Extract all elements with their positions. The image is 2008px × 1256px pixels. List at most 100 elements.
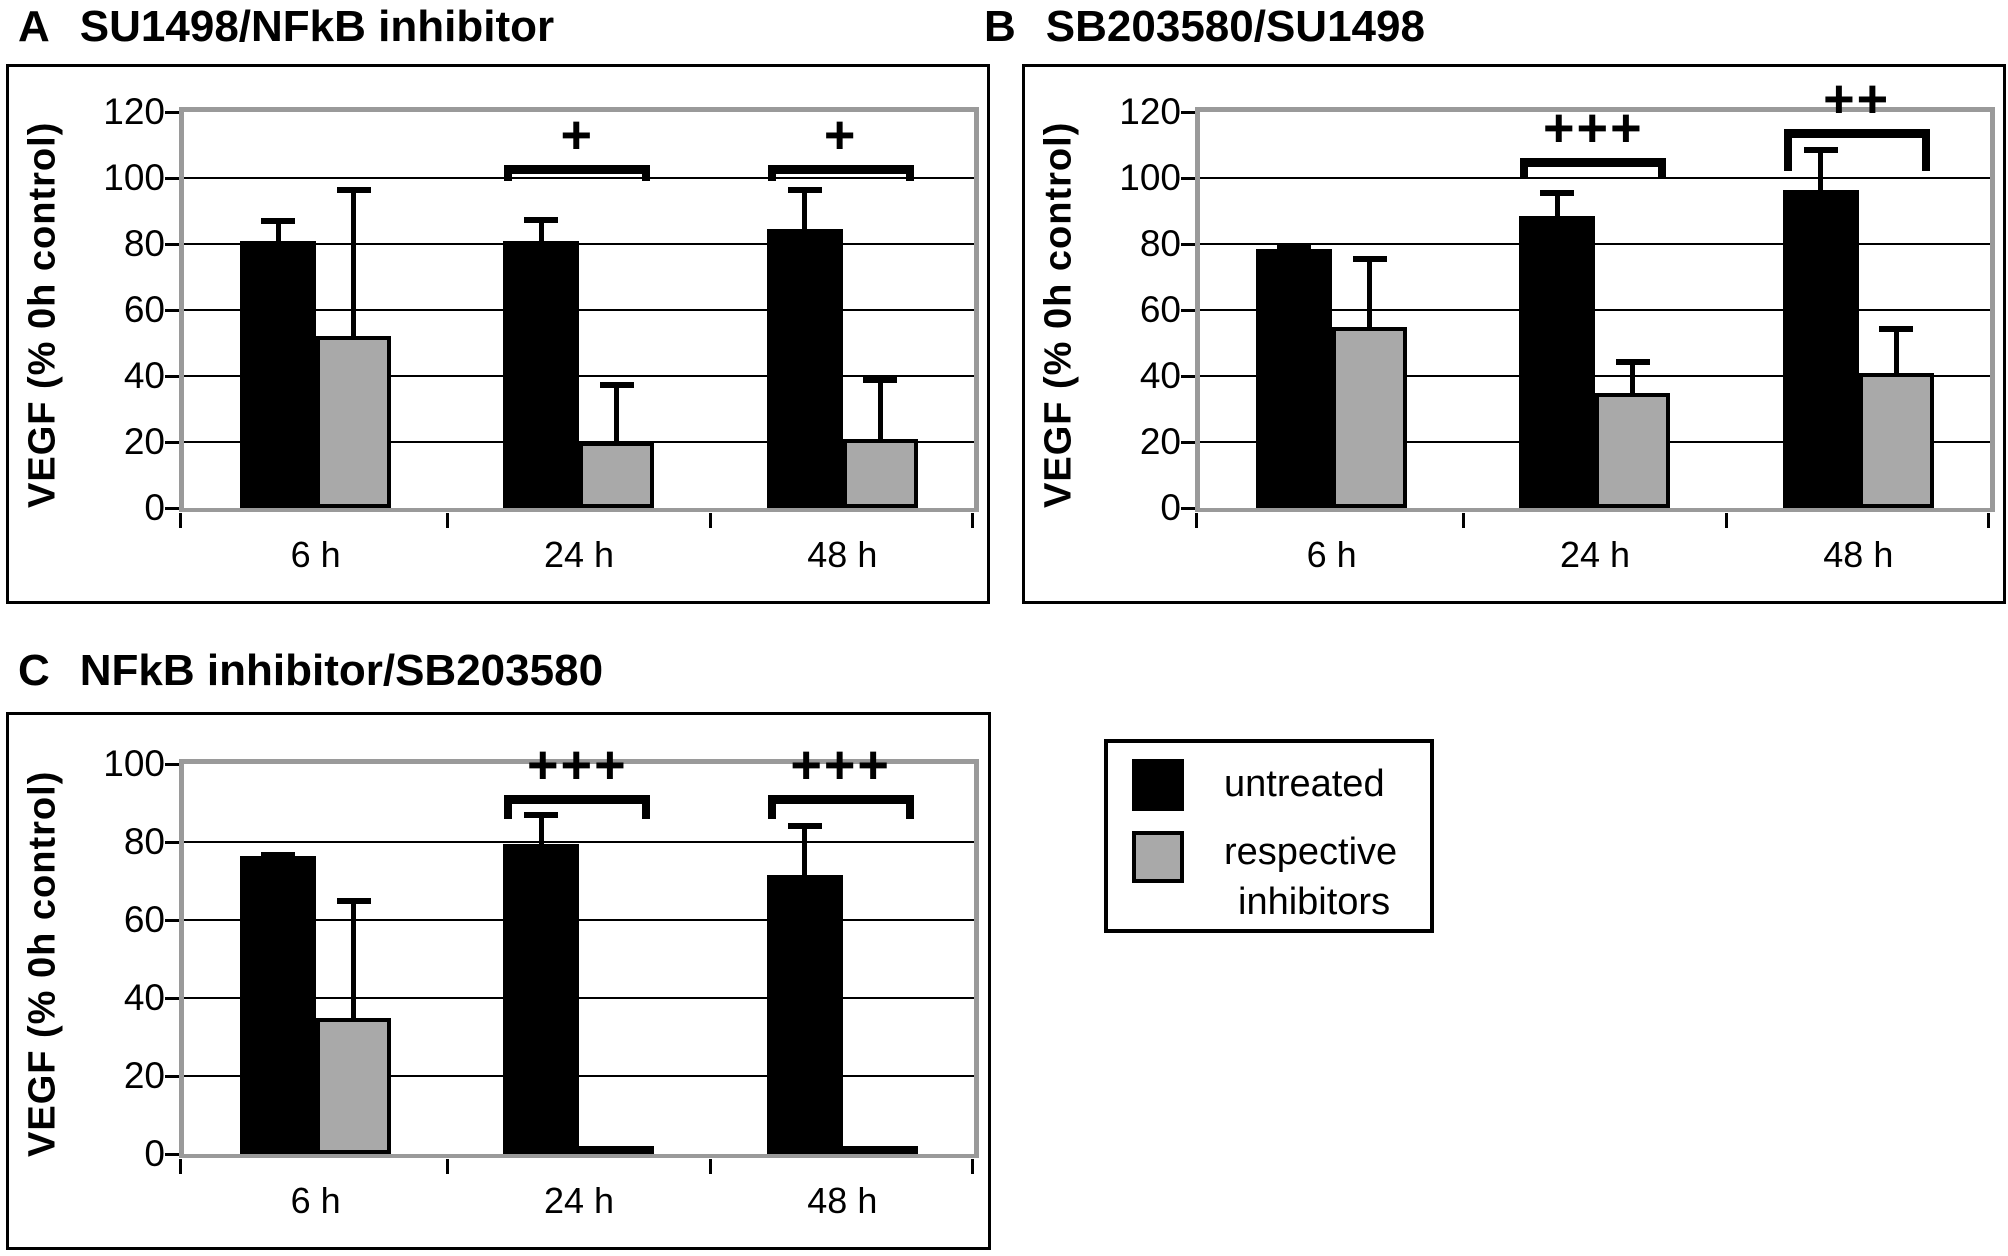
- x-tick-label: 48 h: [807, 1180, 878, 1221]
- y-tick-label: 20: [1139, 421, 1181, 462]
- x-tick-mark: [445, 513, 449, 528]
- y-tick-label: 80: [123, 223, 165, 264]
- significance-symbol: +++: [1543, 98, 1644, 159]
- y-tick-mark: [1181, 177, 1197, 180]
- y-tick-label: 40: [123, 355, 165, 396]
- x-tick-mark: [709, 1159, 713, 1174]
- gridline: [184, 177, 974, 179]
- error-bar-cap: [524, 216, 559, 223]
- x-tick-label: 48 h: [1823, 534, 1894, 575]
- y-tick-mark: [1181, 375, 1197, 378]
- legend-item-untreated: untreated: [1132, 759, 1430, 811]
- y-axis-label: VEGF (% 0h control): [21, 770, 64, 1158]
- x-tick-mark: [179, 513, 182, 528]
- error-bar: [275, 219, 281, 241]
- error-bar: [1818, 148, 1824, 190]
- bar-inhibitors: [1332, 326, 1407, 508]
- panel-a-title: A SU1498/NFkB inhibitor: [18, 2, 554, 52]
- error-bar-cap: [1277, 244, 1311, 251]
- bar-untreated: [240, 855, 316, 1154]
- error-bar: [802, 187, 808, 230]
- x-tick-mark: [1461, 513, 1465, 528]
- plot-area: 6 h 24 h 48 h + +: [179, 105, 979, 575]
- panel-c-title-text: NFkB inhibitor/SB203580: [79, 646, 604, 695]
- error-bar: [351, 187, 356, 337]
- y-tick-mark: [1181, 441, 1197, 444]
- y-tick-mark: [165, 1153, 181, 1156]
- y-tick-label: 120: [1119, 91, 1181, 132]
- error-bar: [802, 824, 808, 876]
- y-tick-mark: [165, 111, 181, 114]
- significance-bracket: [1520, 158, 1667, 178]
- panel-a-letter: A: [18, 2, 50, 51]
- panel-b-title: B SB203580/SU1498: [984, 2, 1425, 52]
- x-tick-mark: [709, 513, 713, 528]
- bar-inhibitors: [842, 438, 918, 508]
- significance-bracket: [504, 164, 651, 182]
- y-tick-label: 80: [1139, 223, 1181, 264]
- y-tick-label: 100: [103, 743, 165, 784]
- panel-b-chart-box: VEGF (% 0h control) 120 100 80 60 40 20 0 6 h 24 …: [1022, 64, 2006, 604]
- y-tick-label: 0: [1160, 487, 1181, 528]
- y-tick-label: 80: [123, 821, 165, 862]
- significance-bracket: [767, 795, 914, 819]
- bar-inhibitors: [579, 442, 655, 508]
- error-bar-cap: [787, 823, 822, 830]
- bar-inhibitors: [579, 1146, 655, 1154]
- y-tick-mark: [165, 1075, 181, 1078]
- y-tick-mark: [165, 375, 181, 378]
- panel-b-title-text: SB203580/SU1498: [1045, 2, 1425, 51]
- panel-a-title-text: SU1498/NFkB inhibitor: [79, 2, 555, 51]
- y-tick-mark: [165, 309, 181, 312]
- y-tick-label: 120: [103, 91, 165, 132]
- y-tick-label: 100: [103, 157, 165, 198]
- bar-inhibitors: [316, 336, 391, 508]
- error-bar: [538, 812, 544, 844]
- y-tick-label: 20: [123, 1055, 165, 1096]
- legend-label-inhibitors-line2: inhibitors: [1238, 881, 1391, 923]
- x-tick-label: 24 h: [543, 534, 615, 575]
- panel-c-chart-box: VEGF (% 0h control) 100 80 60 40 20 0 6 h 24 h 48…: [6, 712, 991, 1250]
- y-tick-mark: [165, 177, 181, 180]
- x-tick-label: 6 h: [290, 534, 341, 575]
- panel-b-letter: B: [984, 2, 1016, 51]
- legend-item-inhibitors: respective inhibitors: [1132, 827, 1430, 927]
- significance-bracket: [504, 795, 651, 819]
- y-tick-mark: [165, 243, 181, 246]
- y-tick-mark: [165, 441, 181, 444]
- error-bar: [877, 377, 883, 439]
- error-bar-cap: [336, 186, 371, 193]
- x-tick-mark: [445, 1159, 449, 1174]
- error-bar-cap: [261, 218, 295, 225]
- error-bar: [1367, 257, 1372, 327]
- y-tick-mark: [1181, 111, 1197, 114]
- bar-inhibitors: [842, 1146, 918, 1154]
- error-bar: [1630, 359, 1636, 393]
- legend-swatch-inhibitors: [1132, 831, 1184, 883]
- y-tick-label: 60: [123, 899, 165, 940]
- bar-untreated: [503, 240, 580, 508]
- y-tick-mark: [1181, 309, 1197, 312]
- bar-untreated: [766, 229, 843, 508]
- y-tick-label: 100: [1119, 157, 1181, 198]
- error-bar: [538, 217, 544, 241]
- legend-label-inhibitors: respective inhibitors: [1224, 827, 1397, 927]
- x-tick-mark: [1987, 513, 1990, 528]
- x-tick-label: 24 h: [1559, 534, 1631, 575]
- error-bar: [614, 382, 620, 442]
- error-bar-cap: [863, 376, 898, 383]
- bar-untreated: [1519, 215, 1596, 508]
- y-tick-label: 20: [123, 421, 165, 462]
- y-tick-label: 40: [123, 977, 165, 1018]
- panel-c-letter: C: [18, 646, 50, 695]
- y-tick-mark: [1181, 243, 1197, 246]
- legend-label-inhibitors-line1: respective: [1224, 831, 1398, 873]
- legend-label-untreated: untreated: [1224, 763, 1385, 805]
- y-tick-mark: [165, 997, 181, 1000]
- error-bar: [1893, 326, 1899, 373]
- plot-area: 6 h 24 h 48 h +++ +++: [179, 735, 979, 1221]
- gridline: [184, 841, 974, 843]
- x-tick-label: 6 h: [290, 1180, 341, 1221]
- y-tick-mark: [165, 763, 181, 766]
- error-bar-cap: [1352, 256, 1387, 263]
